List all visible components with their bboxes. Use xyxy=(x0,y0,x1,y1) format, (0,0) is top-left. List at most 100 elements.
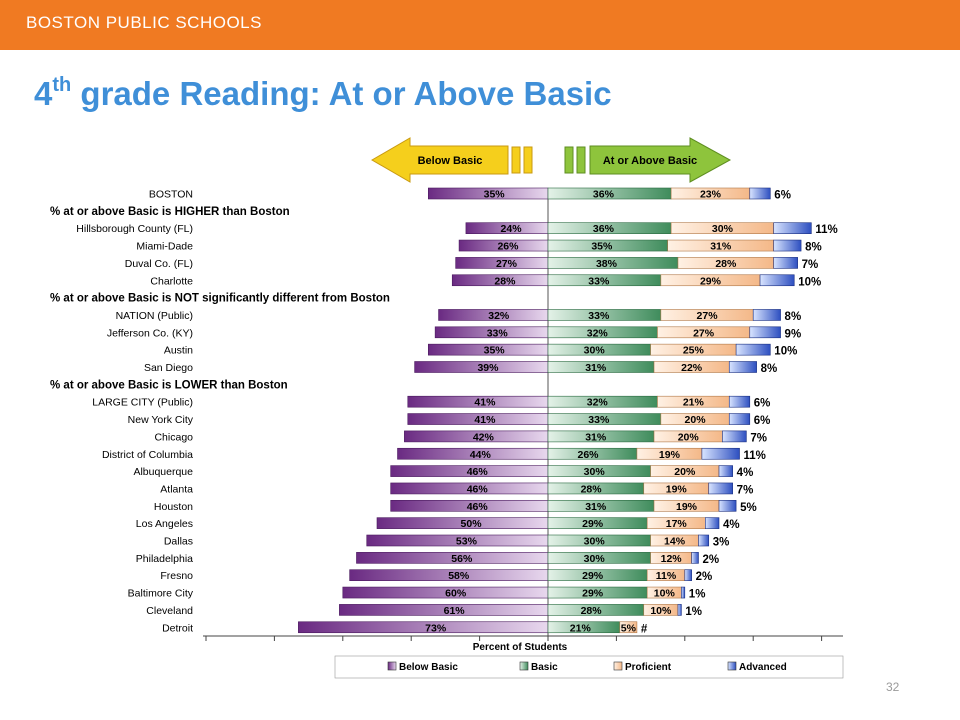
jurisdiction-label: BOSTON xyxy=(149,189,193,201)
jurisdiction-label: Philadelphia xyxy=(136,553,193,565)
label-below-basic: 27% xyxy=(496,258,518,270)
legend-swatch xyxy=(519,661,529,671)
label-basic: 32% xyxy=(587,327,609,339)
jurisdiction-row: Albuquerque 46% 30% 20% 4% xyxy=(133,465,754,479)
label-below-basic: 35% xyxy=(484,189,506,201)
at-or-above-basic-arrow: At or Above Basic xyxy=(564,137,732,183)
label-proficient: 20% xyxy=(674,466,696,478)
bar-advanced xyxy=(691,552,699,564)
label-basic: 33% xyxy=(588,310,610,322)
label-proficient: 10% xyxy=(654,588,676,600)
title-number: 4 xyxy=(34,75,53,112)
jurisdiction-label: Hillsborough County (FL) xyxy=(76,223,193,235)
jurisdiction-label: Detroit xyxy=(162,622,193,634)
bar-advanced xyxy=(705,517,720,529)
jurisdiction-label: Cleveland xyxy=(146,605,193,617)
bar-advanced xyxy=(677,604,682,616)
jurisdiction-row: NATION (Public) 32% 33% 27% 8% xyxy=(116,309,801,323)
bar-below-basic xyxy=(298,621,549,634)
label-basic: 26% xyxy=(578,449,600,461)
label-proficient: 28% xyxy=(715,258,737,270)
legend-label: Basic xyxy=(531,662,558,673)
jurisdiction-row: Fresno 58% 29% 11% 2% xyxy=(160,569,712,583)
bar-advanced xyxy=(728,395,751,408)
at-or-above-basic-arrow-label: At or Above Basic xyxy=(603,155,697,167)
label-below-basic: 56% xyxy=(451,553,473,565)
jurisdiction-label: Charlotte xyxy=(150,275,193,287)
bar-advanced xyxy=(718,465,733,477)
jurisdiction-label: Miami-Dade xyxy=(136,241,193,253)
jurisdiction-label: San Diego xyxy=(144,362,193,374)
jurisdiction-row: Miami-Dade 26% 35% 31% 8% xyxy=(136,239,822,254)
label-proficient: 21% xyxy=(683,397,705,409)
label-advanced: 7% xyxy=(802,259,819,271)
label-basic: 30% xyxy=(584,553,606,565)
jurisdiction-row: Chicago 42% 31% 20% 7% xyxy=(154,430,767,444)
legend-label: Proficient xyxy=(625,662,672,673)
label-advanced: 1% xyxy=(685,606,702,618)
label-basic: 31% xyxy=(585,362,607,374)
jurisdiction-label: Houston xyxy=(154,501,193,513)
label-below-basic: 50% xyxy=(461,518,483,530)
label-basic: 30% xyxy=(584,466,606,478)
label-basic: 30% xyxy=(584,345,606,357)
label-proficient: 22% xyxy=(681,362,703,374)
jurisdiction-label: Austin xyxy=(164,345,193,357)
label-proficient: 14% xyxy=(664,536,686,548)
label-advanced: 8% xyxy=(805,242,822,254)
label-proficient: 27% xyxy=(697,310,719,322)
title-text: grade Reading: At or Above Basic xyxy=(71,75,612,112)
bar-advanced xyxy=(722,430,747,443)
category-header-label: % at or above Basic is HIGHER than Bosto… xyxy=(50,206,290,218)
page-number: 32 xyxy=(886,680,900,694)
category-header-label: % at or above Basic is NOT significantly… xyxy=(50,293,390,305)
x-axis-ticks xyxy=(205,636,823,641)
label-below-basic: 58% xyxy=(448,570,470,582)
label-proficient: 20% xyxy=(685,414,707,426)
jurisdiction-label: NATION (Public) xyxy=(116,310,193,322)
bar-advanced xyxy=(698,534,710,547)
jurisdiction-row: Houston 46% 31% 19% 5% xyxy=(154,499,757,514)
label-advanced: 8% xyxy=(761,363,778,375)
label-basic: 30% xyxy=(584,536,606,548)
jurisdiction-label: District of Columbia xyxy=(102,449,193,461)
bar-advanced xyxy=(749,187,771,200)
label-below-basic: 53% xyxy=(456,536,478,548)
bar-advanced xyxy=(681,586,686,599)
label-advanced: 6% xyxy=(754,415,771,427)
label-advanced: 2% xyxy=(702,554,719,566)
jurisdiction-label: Albuquerque xyxy=(133,466,193,478)
label-basic: 33% xyxy=(588,414,610,426)
label-below-basic: 33% xyxy=(487,327,509,339)
legend-label: Advanced xyxy=(739,662,787,673)
jurisdiction-label: Fresno xyxy=(160,570,193,582)
bar-advanced xyxy=(773,239,802,252)
jurisdiction-row: Philadelphia 56% 30% 12% 2% xyxy=(136,552,719,566)
label-advanced: 6% xyxy=(754,398,771,410)
category-header-label: % at or above Basic is LOWER than Boston xyxy=(50,379,288,391)
label-proficient: 10% xyxy=(650,605,672,617)
legend-label: Below Basic xyxy=(399,662,458,673)
jurisdiction-row: District of Columbia 44% 26% 19% 11% xyxy=(102,447,766,462)
label-proficient: 27% xyxy=(693,327,715,339)
label-basic: 32% xyxy=(587,397,609,409)
label-basic: 36% xyxy=(593,189,615,201)
label-proficient: 19% xyxy=(676,501,698,513)
org-name: BOSTON PUBLIC SCHOOLS xyxy=(26,13,262,32)
label-proficient: 19% xyxy=(666,483,688,495)
jurisdiction-row: Austin 35% 30% 25% 10% xyxy=(164,343,797,358)
label-basic: 35% xyxy=(591,241,613,253)
jurisdiction-label: Atlanta xyxy=(160,483,193,495)
jurisdiction-row: Atlanta 46% 28% 19% 7% xyxy=(160,482,753,496)
jurisdiction-label: Chicago xyxy=(154,431,193,443)
label-advanced: 4% xyxy=(737,467,754,479)
label-below-basic: 41% xyxy=(474,414,496,426)
bar-advanced xyxy=(752,309,781,321)
jurisdiction-row: Duval Co. (FL) 27% 38% 28% 7% xyxy=(125,257,819,271)
label-proficient: 30% xyxy=(712,223,734,235)
jurisdiction-row: Los Angeles 50% 29% 17% 4% xyxy=(136,517,740,531)
label-proficient: 31% xyxy=(710,241,732,253)
label-below-basic: 35% xyxy=(484,345,506,357)
label-advanced: 5% xyxy=(740,502,757,514)
bar-advanced xyxy=(701,447,740,460)
